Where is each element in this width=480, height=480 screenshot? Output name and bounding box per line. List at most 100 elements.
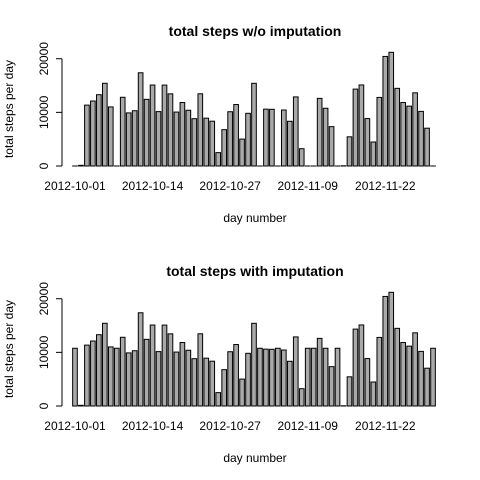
bar bbox=[406, 105, 412, 167]
bar bbox=[155, 351, 162, 407]
bar bbox=[388, 291, 395, 407]
bar bbox=[233, 344, 239, 407]
x-tick-label: 2012-11-22 bbox=[355, 419, 416, 433]
bar bbox=[281, 109, 287, 167]
bar bbox=[173, 111, 180, 167]
bar bbox=[424, 367, 430, 407]
bar bbox=[328, 126, 335, 167]
y-axis-label: total steps per day bbox=[2, 300, 16, 398]
bar bbox=[197, 333, 204, 407]
bar bbox=[96, 334, 102, 407]
bar bbox=[221, 369, 227, 407]
x-tick-label: 2012-11-09 bbox=[277, 419, 338, 433]
bar bbox=[197, 93, 204, 167]
bar bbox=[316, 337, 323, 407]
bar bbox=[173, 351, 180, 407]
bar bbox=[161, 84, 168, 167]
bar bbox=[406, 345, 412, 407]
bar bbox=[227, 351, 233, 407]
bar bbox=[263, 348, 269, 407]
bar bbox=[358, 324, 365, 407]
chart-title: total steps w/o imputation bbox=[169, 23, 342, 39]
bar bbox=[424, 127, 430, 167]
bar bbox=[113, 347, 120, 407]
bar bbox=[90, 100, 96, 167]
bar bbox=[245, 352, 251, 407]
bar bbox=[233, 104, 239, 167]
x-tick-label: 2012-10-14 bbox=[122, 419, 184, 433]
bar bbox=[328, 366, 335, 407]
bar bbox=[119, 96, 126, 167]
x-axis-label: day number bbox=[223, 211, 286, 225]
bar bbox=[352, 328, 359, 407]
bar bbox=[394, 87, 401, 167]
x-tick-label: 2012-10-27 bbox=[199, 419, 261, 433]
bar bbox=[412, 332, 418, 407]
bar bbox=[269, 108, 275, 167]
y-tick-label: 20000 bbox=[37, 42, 51, 76]
bar bbox=[298, 148, 305, 167]
bar bbox=[167, 333, 174, 407]
bar bbox=[281, 349, 287, 407]
bar bbox=[143, 338, 150, 407]
bar bbox=[346, 376, 353, 407]
y-tick-label: 10000 bbox=[37, 335, 51, 369]
chart-title: total steps with imputation bbox=[166, 263, 343, 279]
bar bbox=[149, 324, 156, 407]
bar bbox=[179, 342, 186, 407]
bar bbox=[400, 342, 407, 407]
bar bbox=[90, 340, 96, 407]
bar bbox=[400, 102, 407, 167]
bar bbox=[149, 84, 156, 167]
bar bbox=[137, 72, 144, 167]
bar bbox=[221, 129, 227, 167]
bar bbox=[364, 118, 371, 167]
x-axis-label: day number bbox=[223, 451, 286, 465]
bar bbox=[203, 357, 210, 407]
bar bbox=[275, 347, 281, 407]
y-tick-label: 0 bbox=[37, 402, 51, 409]
x-tick-label: 2012-11-09 bbox=[277, 179, 338, 193]
bar bbox=[346, 136, 353, 167]
bar bbox=[257, 347, 263, 407]
x-tick-label: 2012-10-27 bbox=[199, 179, 261, 193]
bar bbox=[96, 94, 102, 167]
bar bbox=[78, 164, 84, 167]
bar bbox=[334, 347, 341, 407]
bar bbox=[370, 381, 377, 407]
bar bbox=[84, 344, 90, 407]
y-tick-label: 0 bbox=[37, 162, 51, 169]
bar bbox=[185, 349, 192, 407]
bar bbox=[418, 110, 424, 167]
bar bbox=[239, 378, 245, 407]
bar bbox=[316, 97, 323, 167]
bar bbox=[292, 336, 299, 407]
bar bbox=[418, 350, 424, 407]
bar bbox=[119, 336, 126, 407]
bar bbox=[376, 96, 383, 167]
bar bbox=[107, 106, 114, 167]
bar bbox=[370, 141, 377, 167]
bar bbox=[412, 92, 418, 167]
bar bbox=[125, 352, 132, 407]
bar bbox=[388, 51, 395, 167]
bar bbox=[155, 111, 162, 167]
x-tick-label: 2012-11-22 bbox=[355, 179, 416, 193]
bar bbox=[143, 98, 150, 167]
bar bbox=[209, 360, 216, 407]
bar bbox=[286, 120, 293, 167]
bar bbox=[107, 346, 114, 407]
bar bbox=[269, 348, 275, 407]
bar bbox=[430, 347, 436, 407]
bar bbox=[263, 108, 269, 167]
bar bbox=[131, 350, 138, 407]
bar bbox=[376, 336, 383, 407]
bar bbox=[101, 82, 108, 167]
bar bbox=[394, 327, 401, 407]
bar bbox=[352, 88, 359, 167]
bar bbox=[292, 96, 299, 167]
bar bbox=[382, 55, 389, 167]
bar bbox=[310, 347, 317, 407]
bar bbox=[215, 392, 222, 407]
